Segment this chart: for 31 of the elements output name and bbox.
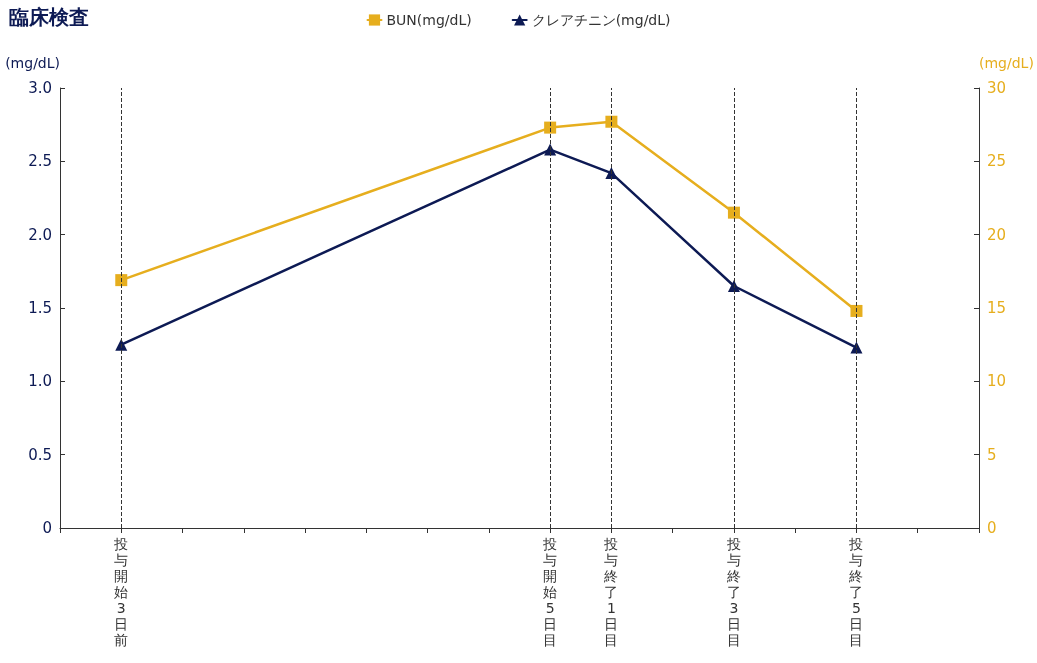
y2-axis-title: (mg/dL) xyxy=(979,55,1034,71)
legend-label: クレアチニン(mg/dL) xyxy=(531,12,671,28)
y-tick-label: 1.5 xyxy=(28,299,52,317)
point xyxy=(544,121,557,134)
y2-tick-label: 10 xyxy=(987,372,1007,391)
y2-tick-label: 20 xyxy=(987,225,1007,244)
y-tick-label: 2.5 xyxy=(28,152,52,171)
y2-tick-label: 0 xyxy=(987,519,997,537)
x-tick-label: 投与開始5日目 xyxy=(542,536,558,648)
point xyxy=(727,280,740,292)
y-tick-label: 2.0 xyxy=(28,225,52,244)
point xyxy=(850,304,863,317)
x-tick-label: 投与開始3日前 xyxy=(113,536,129,648)
legend-label: BUN(mg/dL) xyxy=(386,12,472,28)
x-tick-label: 投与終了1日目 xyxy=(603,536,619,648)
y-tick-label: 0.5 xyxy=(28,445,52,464)
chart-title: 臨床検査 xyxy=(9,5,89,29)
point xyxy=(727,206,740,219)
y-axis-title: (mg/dL) xyxy=(5,55,60,71)
y-tick-label: 3.0 xyxy=(28,79,52,97)
y2-tick-label: 25 xyxy=(987,152,1007,171)
y2-tick-label: 15 xyxy=(987,299,1007,317)
y2-tick-label: 30 xyxy=(987,79,1007,97)
y2-tick-label: 5 xyxy=(987,445,997,464)
y-tick-label: 1.0 xyxy=(28,372,52,391)
y-tick-label: 0 xyxy=(42,519,52,537)
point xyxy=(115,338,128,351)
point xyxy=(115,274,128,287)
x-tick-label: 投与終了5日目 xyxy=(848,536,864,648)
point xyxy=(605,115,618,128)
x-tick-label: 投与終了3日目 xyxy=(725,536,741,648)
